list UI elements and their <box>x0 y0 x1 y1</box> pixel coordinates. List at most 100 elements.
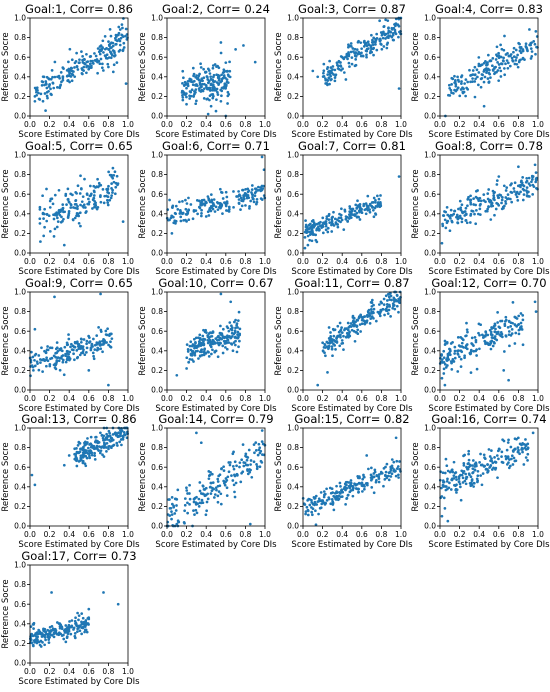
data-point <box>520 181 524 185</box>
data-point <box>58 76 61 80</box>
data-point <box>228 321 232 324</box>
data-point <box>524 42 528 46</box>
y-tick-label: 0.8 <box>151 170 163 179</box>
data-point <box>192 360 195 363</box>
data-point <box>534 171 538 174</box>
data-point <box>469 80 472 84</box>
data-point <box>463 479 467 483</box>
data-point <box>344 217 348 221</box>
data-point <box>33 95 37 98</box>
data-point <box>219 88 223 92</box>
data-point <box>199 90 203 93</box>
data-point <box>85 351 88 354</box>
data-point <box>29 637 32 640</box>
data-point <box>233 490 236 494</box>
y-tick-label: 0.4 <box>151 72 163 81</box>
data-point <box>219 204 223 207</box>
data-point <box>188 492 191 495</box>
data-point <box>507 197 510 200</box>
data-point <box>351 487 355 490</box>
y-axis-label: Reference Socre <box>274 32 284 101</box>
data-point <box>39 240 42 243</box>
data-point <box>43 359 47 362</box>
data-point <box>118 28 122 31</box>
data-point <box>355 211 359 215</box>
data-point <box>527 176 531 180</box>
data-point <box>372 215 376 219</box>
data-point <box>76 68 80 71</box>
data-point <box>531 431 535 435</box>
x-tick-label: 0.8 <box>102 394 114 403</box>
data-point <box>116 33 120 37</box>
data-point <box>109 440 112 443</box>
y-tick-label: 0.6 <box>287 327 299 336</box>
data-point <box>456 335 460 339</box>
x-tick-label: 0.2 <box>181 394 193 403</box>
data-point <box>97 449 101 452</box>
data-point <box>194 344 197 348</box>
data-point <box>332 210 335 214</box>
data-point <box>304 223 308 227</box>
data-point <box>207 477 211 481</box>
data-point <box>93 458 97 461</box>
data-point <box>443 210 446 213</box>
data-point <box>95 334 99 337</box>
data-point <box>477 212 480 216</box>
data-point <box>122 41 126 45</box>
data-point <box>220 337 224 341</box>
data-point <box>491 57 495 60</box>
data-point <box>188 357 192 361</box>
data-point <box>366 204 370 208</box>
data-point <box>200 501 203 505</box>
data-point <box>501 196 504 199</box>
data-point <box>61 66 65 69</box>
data-point <box>448 86 452 90</box>
y-tick-label: 1.0 <box>14 288 26 297</box>
data-point <box>390 35 394 39</box>
data-point <box>369 476 373 480</box>
data-point <box>247 448 251 452</box>
y-tick-label: 0.0 <box>151 386 163 395</box>
data-point <box>372 303 375 307</box>
data-point <box>508 64 512 68</box>
data-point <box>106 327 109 331</box>
data-point <box>187 196 190 200</box>
data-point <box>66 216 70 220</box>
data-point <box>365 319 369 323</box>
data-point <box>209 104 213 108</box>
subplot-goal-7: Goal:7, Corr= 0.810.0 0.2 0.4 0.6 0.8 1.00.00… <box>274 139 413 277</box>
data-point <box>110 337 114 341</box>
data-point <box>61 358 65 362</box>
axes-frame <box>29 291 129 391</box>
x-tick-label: 0.8 <box>239 120 251 129</box>
y-tick-label: 1.0 <box>287 424 299 433</box>
data-point <box>466 80 470 84</box>
y-tick-label: 0.2 <box>424 92 436 101</box>
data-point <box>469 352 473 355</box>
data-point <box>475 208 478 212</box>
data-point <box>41 80 45 84</box>
data-point <box>453 356 457 360</box>
data-point <box>474 189 478 193</box>
data-point <box>198 354 202 358</box>
data-point <box>330 230 334 233</box>
data-point <box>211 331 215 334</box>
data-point <box>449 208 453 212</box>
data-point <box>521 198 525 202</box>
data-point <box>534 30 538 33</box>
data-point <box>78 211 82 215</box>
x-tick-label: 1.0 <box>122 394 134 403</box>
data-point <box>170 517 173 521</box>
axes-frame <box>29 427 129 527</box>
data-point <box>185 489 189 492</box>
data-point <box>359 51 363 55</box>
data-point <box>218 187 222 191</box>
data-point <box>204 201 208 205</box>
x-tick-label: 0.4 <box>63 257 75 266</box>
data-point <box>361 477 365 481</box>
data-point <box>35 360 39 364</box>
x-tick-label: 1.0 <box>532 394 544 403</box>
y-axis-label: Reference Socre <box>274 169 284 238</box>
data-point <box>457 207 460 211</box>
data-point <box>304 512 307 516</box>
